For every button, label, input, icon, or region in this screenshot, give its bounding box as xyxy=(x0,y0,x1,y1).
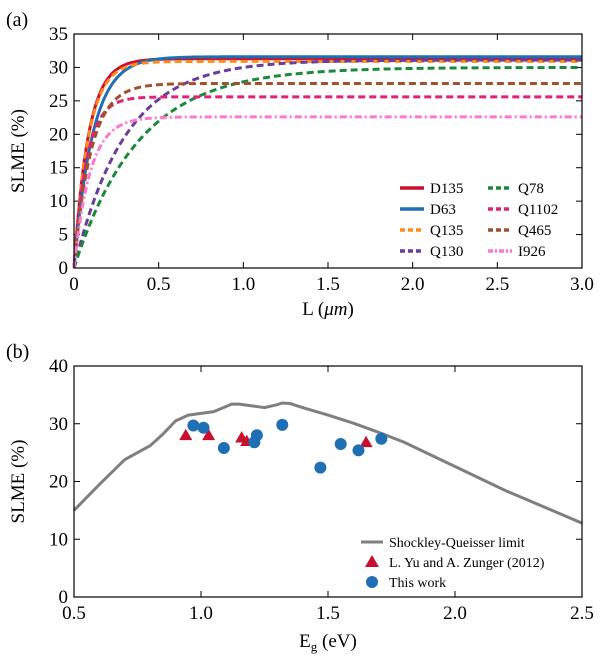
panel-b-legend: Shockley-Queisser limit L. Yu and A. Zung… xyxy=(361,536,545,591)
x-tick-label: 1.0 xyxy=(189,603,213,624)
legend-label-i926: I926 xyxy=(518,244,546,260)
circle-point-this-work xyxy=(375,432,388,445)
circle-point-this-work xyxy=(276,418,289,431)
series-line-q465 xyxy=(72,81,582,269)
panel-a-y-axis-label: SLME (%) xyxy=(8,109,29,193)
legend-label-this-work: This work xyxy=(389,576,446,591)
x-tick-label: 0 xyxy=(69,274,79,295)
panel-a-plot-frame xyxy=(73,33,583,269)
panel-b-y-axis-label: SLME (%) xyxy=(8,440,29,524)
circle-point-this-work xyxy=(197,421,210,434)
triangle-point-yu-zunger xyxy=(179,428,193,441)
panel-b-slme-vs-bandgap: (b) 0.5 1.0 1.5 2.0 2.5 0 10 20 30 40 Shockley-Qu… xyxy=(6,341,594,654)
x-tick-label: 1.5 xyxy=(316,603,340,624)
y-tick-label: 15 xyxy=(49,158,68,179)
panel-a-slme-vs-thickness: (a) 0 0.5 1.0 1.5 2.0 2.5 3.0 0 5 10 15 20 25 30 35 D1… xyxy=(6,9,594,320)
x-tick-label: 0.5 xyxy=(147,274,171,295)
circle-point-this-work xyxy=(187,419,200,432)
panel-b-label: (b) xyxy=(6,341,29,363)
x-tick-label: 0.5 xyxy=(62,603,86,624)
series-line-d135 xyxy=(72,57,582,269)
series-line-d63 xyxy=(72,55,582,269)
y-tick-label: 20 xyxy=(49,472,68,493)
x-tick-label: 2.5 xyxy=(570,603,594,624)
x-tick-label: 1.5 xyxy=(316,274,340,295)
triangle-point-yu-zunger xyxy=(202,428,216,441)
x-tick-label: 2.5 xyxy=(485,274,509,295)
legend-label-q130: Q130 xyxy=(430,244,463,260)
panel-b-plot-frame xyxy=(73,365,583,598)
circle-point-this-work xyxy=(217,442,230,455)
legend-label-l-yu-and-a-zunger-2012: L. Yu and A. Zunger (2012) xyxy=(389,556,545,571)
legend-swatch-this-work xyxy=(366,576,378,588)
panel-b-ticks: 0.5 1.0 1.5 2.0 2.5 0 10 20 30 40 xyxy=(49,356,594,624)
series-line-q1102 xyxy=(72,95,582,269)
panel-a-label: (a) xyxy=(6,9,28,31)
circle-point-this-work xyxy=(334,437,347,450)
y-tick-label: 20 xyxy=(49,124,68,145)
legend-label-q78: Q78 xyxy=(518,181,544,197)
y-tick-label: 30 xyxy=(49,414,68,435)
x-tick-label: 2.0 xyxy=(443,603,467,624)
y-tick-label: 35 xyxy=(49,24,68,45)
legend-label-q135: Q135 xyxy=(430,223,463,239)
y-tick-label: 10 xyxy=(49,529,68,550)
panel-a-ticks: 0 0.5 1.0 1.5 2.0 2.5 3.0 0 5 10 15 20 25 30 35 xyxy=(49,24,594,295)
legend-label-d135: D135 xyxy=(430,181,463,197)
legend-label-shockley-queisser-limit: Shockley-Queisser limit xyxy=(389,536,525,551)
legend-label-q465: Q465 xyxy=(518,223,551,239)
series-line-q78 xyxy=(72,66,583,269)
series-line-shockley-queisser-limit xyxy=(72,401,583,525)
panel-a-series-lines xyxy=(72,55,583,269)
panel-a-x-axis-label: L (μm) xyxy=(302,299,354,320)
circle-point-this-work xyxy=(250,429,263,442)
x-tick-label: 3.0 xyxy=(570,274,594,295)
legend-swatch-yu-zunger xyxy=(365,555,379,567)
circle-point-this-work xyxy=(314,461,327,474)
circle-point-this-work xyxy=(352,444,365,457)
panel-b-x-axis-label: Eg (eV) xyxy=(299,631,357,654)
series-line-q135 xyxy=(72,59,582,269)
series-line-i926 xyxy=(72,115,582,269)
triangle-point-yu-zunger xyxy=(359,435,373,448)
y-tick-label: 0 xyxy=(59,258,69,279)
legend-label-d63: D63 xyxy=(430,202,456,218)
y-tick-label: 25 xyxy=(49,91,68,112)
series-line-q130 xyxy=(72,58,582,269)
y-tick-label: 40 xyxy=(49,356,68,377)
panel-b-marks xyxy=(72,401,583,525)
legend-label-q1102: Q1102 xyxy=(518,202,558,218)
panel-a-legend: D135 D63 Q135 Q130 Q78 Q1102 Q465 I926 xyxy=(400,181,558,260)
x-tick-label: 2.0 xyxy=(401,274,425,295)
y-tick-label: 10 xyxy=(49,191,68,212)
x-tick-label: 1.0 xyxy=(231,274,255,295)
y-tick-label: 5 xyxy=(59,225,69,246)
y-tick-label: 30 xyxy=(49,57,68,78)
y-tick-label: 0 xyxy=(59,587,69,608)
